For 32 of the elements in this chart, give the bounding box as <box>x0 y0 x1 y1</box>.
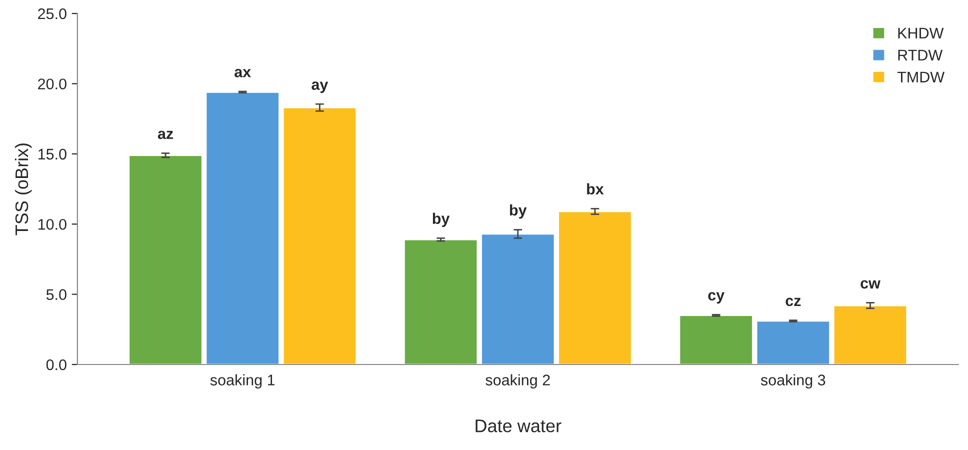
bar <box>756 320 830 364</box>
x-axis-title: Date water <box>476 420 562 432</box>
legend-label: TMDW <box>897 72 945 82</box>
bar <box>678 314 754 364</box>
x-tick-label: soaking 3 <box>760 374 826 388</box>
data-label: az <box>158 130 174 140</box>
legend-label: KHDW <box>898 28 944 38</box>
data-label: ay <box>312 82 328 93</box>
y-axis-title: TSS (oBrix) <box>14 143 32 236</box>
y-tick-label: 20.0 <box>38 78 66 90</box>
legend-label: RTDW <box>898 50 943 60</box>
bar <box>558 210 632 364</box>
data-label: by <box>510 204 527 219</box>
y-tick-label: 10.0 <box>38 218 66 230</box>
bar <box>480 233 556 364</box>
bar <box>128 154 203 364</box>
data-label: by <box>432 212 450 228</box>
x-tick-label: soaking 2 <box>486 374 550 388</box>
y-tick-label: 5.0 <box>46 289 66 300</box>
data-label: bx <box>587 183 604 195</box>
y-tick-label: 15.0 <box>38 148 66 160</box>
x-tick-label: soaking 1 <box>210 374 275 388</box>
data-label: cz <box>786 298 801 306</box>
data-label: cy <box>708 292 724 304</box>
data-label: ax <box>234 68 251 78</box>
y-tick-label: 25.0 <box>38 8 66 20</box>
bar <box>832 304 908 364</box>
bar <box>403 238 478 364</box>
data-label: cw <box>860 280 880 289</box>
y-tick-label: 0.0 <box>46 359 66 370</box>
bar <box>282 106 357 364</box>
bar <box>205 91 280 364</box>
